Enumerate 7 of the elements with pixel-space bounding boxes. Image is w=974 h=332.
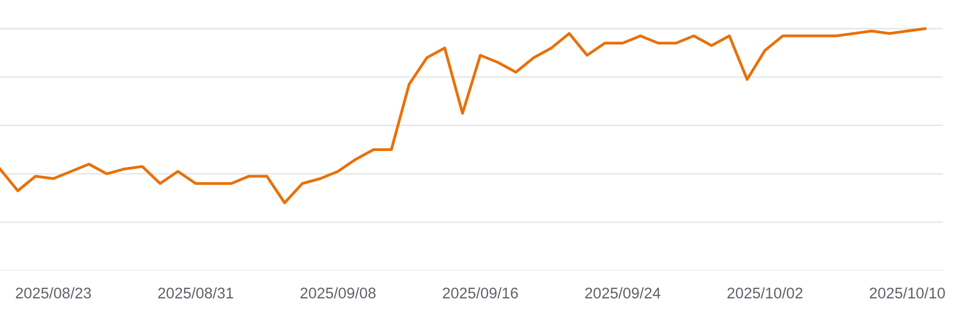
x-tick-label: 2025/09/16 <box>442 287 518 298</box>
x-tick-label: 2025/08/31 <box>158 287 234 298</box>
x-tick-label: 2025/09/08 <box>300 287 376 298</box>
x-tick-label: 2025/10/10 <box>870 287 945 298</box>
x-tick-label: 2025/10/02 <box>727 287 802 298</box>
x-tick-label: 2025/08/23 <box>16 287 91 298</box>
x-tick-label: 2025/09/24 <box>585 287 660 298</box>
